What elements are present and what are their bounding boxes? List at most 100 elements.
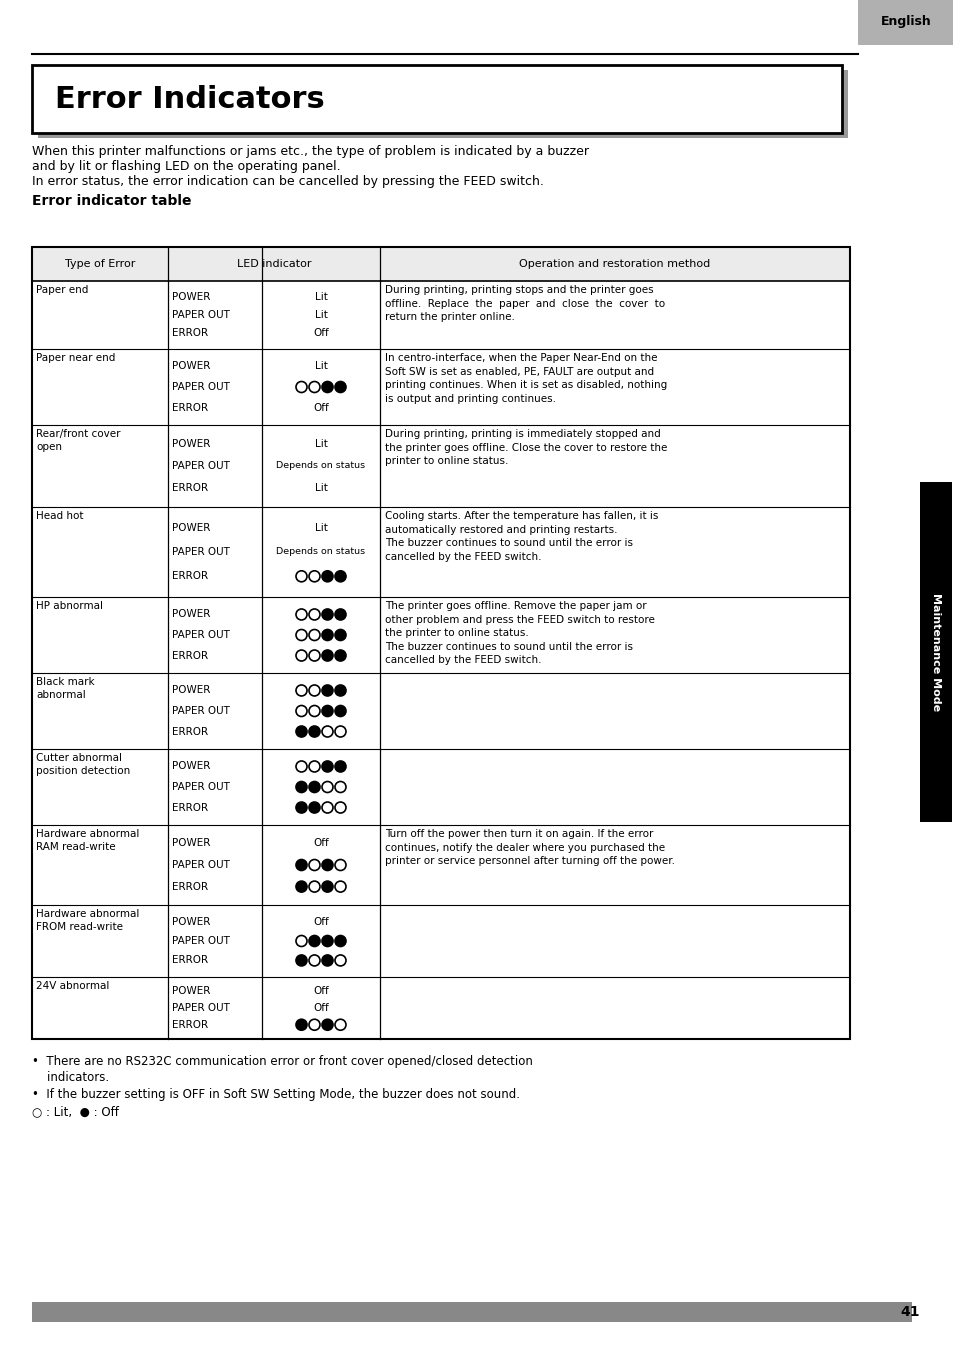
Circle shape <box>322 955 333 965</box>
Text: POWER: POWER <box>172 986 211 996</box>
Circle shape <box>295 955 307 965</box>
Text: Lit: Lit <box>314 523 327 533</box>
Text: Operation and restoration method: Operation and restoration method <box>518 260 710 269</box>
Text: Error Indicators: Error Indicators <box>55 84 324 114</box>
Circle shape <box>322 761 333 772</box>
Bar <box>32 1302 911 1322</box>
Text: PAPER OUT: PAPER OUT <box>172 548 230 557</box>
Text: PAPER OUT: PAPER OUT <box>172 781 230 792</box>
Circle shape <box>309 726 319 737</box>
Circle shape <box>322 860 333 871</box>
Bar <box>32 247 849 281</box>
Circle shape <box>295 802 307 813</box>
Circle shape <box>335 630 346 641</box>
Circle shape <box>295 1019 307 1030</box>
Text: ○ : Lit,  ● : Off: ○ : Lit, ● : Off <box>32 1105 119 1118</box>
Text: •  If the buzzer setting is OFF in Soft SW Setting Mode, the buzzer does not sou: • If the buzzer setting is OFF in Soft S… <box>32 1088 519 1101</box>
Text: POWER: POWER <box>172 917 211 926</box>
Circle shape <box>295 781 307 792</box>
Circle shape <box>322 571 333 581</box>
Text: Cooling starts. After the temperature has fallen, it is
automatically restored a: Cooling starts. After the temperature ha… <box>385 511 658 562</box>
Text: Paper near end: Paper near end <box>36 353 115 362</box>
Text: PAPER OUT: PAPER OUT <box>172 860 230 869</box>
Text: Off: Off <box>313 917 329 926</box>
Text: ERROR: ERROR <box>172 726 208 737</box>
Bar <box>38 70 847 138</box>
Text: LED indicator: LED indicator <box>236 260 311 269</box>
Text: Off: Off <box>313 838 329 849</box>
Text: Lit: Lit <box>314 310 327 320</box>
Text: Lit: Lit <box>314 361 327 372</box>
Circle shape <box>335 650 346 661</box>
Circle shape <box>322 1019 333 1030</box>
Text: POWER: POWER <box>172 523 211 533</box>
Text: PAPER OUT: PAPER OUT <box>172 1003 230 1013</box>
Text: PAPER OUT: PAPER OUT <box>172 630 230 639</box>
Text: Off: Off <box>313 403 329 412</box>
Circle shape <box>309 781 319 792</box>
Text: In error status, the error indication can be cancelled by pressing the FEED swit: In error status, the error indication ca… <box>32 174 543 188</box>
Text: ERROR: ERROR <box>172 956 208 965</box>
Text: Head hot: Head hot <box>36 511 84 521</box>
Text: Lit: Lit <box>314 439 327 449</box>
Text: PAPER OUT: PAPER OUT <box>172 310 230 320</box>
Circle shape <box>322 936 333 946</box>
Text: POWER: POWER <box>172 439 211 449</box>
Circle shape <box>322 608 333 621</box>
Text: POWER: POWER <box>172 685 211 695</box>
Text: Depends on status: Depends on status <box>276 461 365 470</box>
Text: Turn off the power then turn it on again. If the error
continues, notify the dea: Turn off the power then turn it on again… <box>385 829 675 867</box>
Text: ERROR: ERROR <box>172 403 208 412</box>
Text: During printing, printing is immediately stopped and
the printer goes offline. C: During printing, printing is immediately… <box>385 429 667 466</box>
Text: Maintenance Mode: Maintenance Mode <box>930 594 940 711</box>
Text: Depends on status: Depends on status <box>276 548 365 557</box>
Circle shape <box>322 685 333 696</box>
Text: indicators.: indicators. <box>32 1071 109 1084</box>
Text: Hardware abnormal
FROM read-write: Hardware abnormal FROM read-write <box>36 909 139 932</box>
Text: ERROR: ERROR <box>172 329 208 338</box>
Text: POWER: POWER <box>172 292 211 301</box>
Text: English: English <box>880 15 930 28</box>
Circle shape <box>295 860 307 871</box>
Text: Paper end: Paper end <box>36 285 89 295</box>
Text: POWER: POWER <box>172 361 211 372</box>
Circle shape <box>295 726 307 737</box>
Text: •  There are no RS232C communication error or front cover opened/closed detectio: • There are no RS232C communication erro… <box>32 1055 533 1068</box>
Bar <box>919 483 951 822</box>
Text: ERROR: ERROR <box>172 650 208 661</box>
Text: POWER: POWER <box>172 761 211 772</box>
Text: Type of Error: Type of Error <box>65 260 135 269</box>
Circle shape <box>335 608 346 621</box>
Circle shape <box>295 882 307 892</box>
Text: In centro-interface, when the Paper Near-End on the
Soft SW is set as enabled, P: In centro-interface, when the Paper Near… <box>385 353 666 404</box>
Text: Error indicator table: Error indicator table <box>32 193 192 208</box>
Circle shape <box>335 936 346 946</box>
Text: ERROR: ERROR <box>172 1019 208 1030</box>
Circle shape <box>335 571 346 581</box>
Text: Hardware abnormal
RAM read-write: Hardware abnormal RAM read-write <box>36 829 139 852</box>
Text: 24V abnormal: 24V abnormal <box>36 982 110 991</box>
Text: Off: Off <box>313 1003 329 1013</box>
Text: Off: Off <box>313 329 329 338</box>
Text: PAPER OUT: PAPER OUT <box>172 706 230 717</box>
Text: When this printer malfunctions or jams etc., the type of problem is indicated by: When this printer malfunctions or jams e… <box>32 145 588 158</box>
Text: During printing, printing stops and the printer goes
offline.  Replace  the  pap: During printing, printing stops and the … <box>385 285 664 322</box>
Circle shape <box>335 685 346 696</box>
Text: Off: Off <box>313 986 329 996</box>
Text: and by lit or flashing LED on the operating panel.: and by lit or flashing LED on the operat… <box>32 160 340 173</box>
Circle shape <box>335 706 346 717</box>
Bar <box>32 247 849 1038</box>
Text: 41: 41 <box>899 1305 919 1320</box>
Text: ERROR: ERROR <box>172 483 208 493</box>
Text: Lit: Lit <box>314 292 327 301</box>
Text: POWER: POWER <box>172 610 211 619</box>
Circle shape <box>322 882 333 892</box>
Text: Lit: Lit <box>314 483 327 493</box>
Text: Black mark
abnormal: Black mark abnormal <box>36 677 94 700</box>
Text: The printer goes offline. Remove the paper jam or
other problem and press the FE: The printer goes offline. Remove the pap… <box>385 602 654 665</box>
Text: HP abnormal: HP abnormal <box>36 602 103 611</box>
Circle shape <box>322 381 333 392</box>
Text: PAPER OUT: PAPER OUT <box>172 461 230 470</box>
Text: PAPER OUT: PAPER OUT <box>172 383 230 392</box>
Circle shape <box>309 936 319 946</box>
